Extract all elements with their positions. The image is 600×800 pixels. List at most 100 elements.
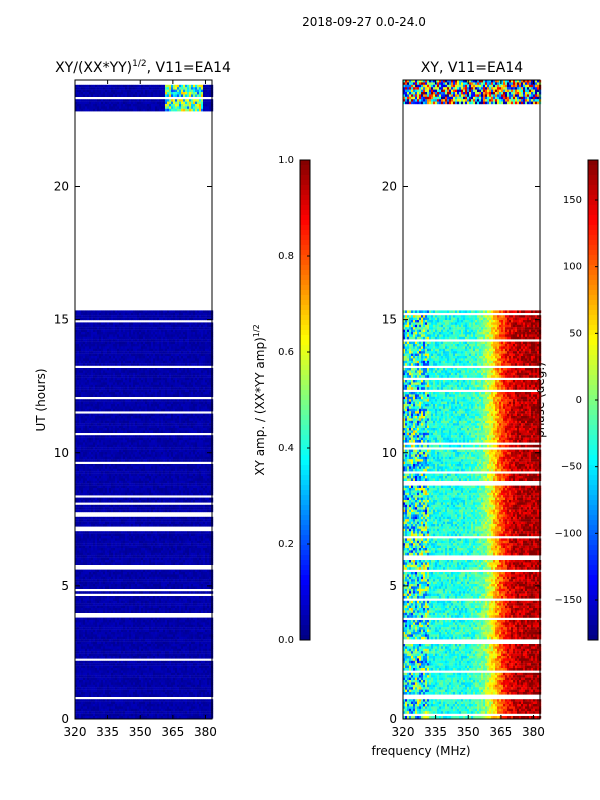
heatmap-cell (95, 452, 98, 455)
heatmap-cell (109, 389, 112, 393)
heatmap-cell (75, 404, 78, 407)
heatmap-cell (101, 392, 104, 395)
heatmap-cell (149, 418, 152, 421)
heatmap-cell (161, 413, 164, 417)
heatmap-cell (157, 442, 160, 445)
heatmap-cell (191, 370, 194, 373)
heatmap-cell (153, 420, 156, 424)
heatmap-cell (171, 444, 174, 448)
heatmap-cell (165, 380, 168, 383)
heatmap-cell (99, 464, 102, 467)
heatmap-cell (131, 312, 134, 316)
heatmap-cell (89, 339, 92, 342)
heatmap-cell (97, 322, 100, 325)
heatmap-cell (179, 399, 182, 402)
heatmap-cell (139, 363, 142, 366)
heatmap-cell (187, 440, 190, 443)
heatmap-cell (127, 404, 130, 407)
heatmap-cell (187, 370, 190, 373)
heatmap-cell (177, 106, 180, 109)
heatmap-cell (123, 358, 126, 361)
heatmap-cell (131, 356, 134, 359)
heatmap-cell (171, 382, 174, 385)
heatmap-cell (77, 437, 80, 441)
heatmap-cell (177, 459, 180, 462)
heatmap-cell (205, 372, 208, 376)
heatmap-cell (121, 382, 124, 385)
heatmap-cell (149, 394, 152, 397)
heatmap-cell (93, 382, 96, 385)
heatmap-cell (139, 353, 142, 357)
heatmap-cell (103, 430, 106, 433)
heatmap-cell (195, 425, 198, 429)
heatmap-cell (183, 416, 186, 419)
heatmap-cell (75, 104, 78, 107)
heatmap-cell (135, 104, 138, 107)
heatmap-cell (187, 348, 190, 352)
heatmap-cell (201, 418, 204, 421)
heatmap-cell (191, 437, 194, 441)
heatmap-cell (93, 356, 96, 359)
heatmap-cell (101, 336, 104, 340)
heatmap-cell (83, 327, 86, 330)
heatmap-cell (81, 360, 84, 364)
heatmap-cell (155, 372, 158, 376)
heatmap-cell (105, 317, 108, 321)
heatmap-cell (177, 394, 180, 397)
heatmap-cell (157, 372, 160, 376)
heatmap-cell (131, 444, 134, 448)
heatmap-cell (89, 435, 92, 438)
heatmap-cell (163, 428, 166, 431)
heatmap-cell (121, 418, 124, 421)
heatmap-cell (119, 459, 122, 462)
heatmap-cell (161, 108, 164, 112)
heatmap-cell (121, 353, 124, 357)
heatmap-cell (131, 380, 134, 383)
heatmap-cell (101, 358, 104, 361)
heatmap-cell (87, 363, 90, 366)
heatmap-cell (107, 440, 110, 443)
heatmap-cell (75, 339, 78, 342)
heatmap-cell (99, 399, 102, 402)
heatmap-cell (187, 353, 190, 357)
heatmap-cell (97, 344, 100, 347)
heatmap-cell (163, 106, 166, 109)
heatmap-cell (145, 363, 148, 366)
heatmap-cell (191, 435, 194, 438)
heatmap-cell (127, 377, 130, 381)
heatmap-cell (129, 332, 132, 335)
heatmap-cell (199, 315, 202, 318)
heatmap-cell (145, 375, 148, 378)
heatmap-cell (127, 358, 130, 361)
heatmap-cell (135, 348, 138, 352)
heatmap-cell (209, 382, 212, 385)
heatmap-cell (75, 351, 78, 354)
heatmap-cell (81, 375, 84, 378)
heatmap-cell (101, 84, 104, 88)
heatmap-cell (185, 310, 188, 313)
heatmap-cell (133, 344, 136, 347)
heatmap-cell (197, 84, 200, 88)
heatmap-cell (103, 358, 106, 361)
heatmap-cell (189, 418, 192, 421)
heatmap-cell (185, 423, 188, 426)
heatmap-cell (177, 452, 180, 455)
heatmap-cell (177, 108, 180, 112)
heatmap-cell (111, 468, 114, 472)
heatmap-cell (99, 315, 102, 318)
heatmap-cell (163, 322, 166, 325)
heatmap-cell (115, 382, 118, 385)
heatmap-cell (93, 332, 96, 335)
heatmap-cell (93, 401, 96, 405)
heatmap-cell (89, 344, 92, 347)
heatmap-cell (105, 413, 108, 417)
heatmap-cell (113, 322, 116, 325)
heatmap-cell (179, 382, 182, 385)
heatmap-cell (169, 339, 172, 342)
heatmap-cell (79, 401, 82, 405)
heatmap-cell (199, 317, 202, 321)
heatmap-cell (191, 353, 194, 357)
heatmap-cell (101, 452, 104, 455)
heatmap-cell (179, 363, 182, 366)
heatmap-cell (81, 416, 84, 419)
